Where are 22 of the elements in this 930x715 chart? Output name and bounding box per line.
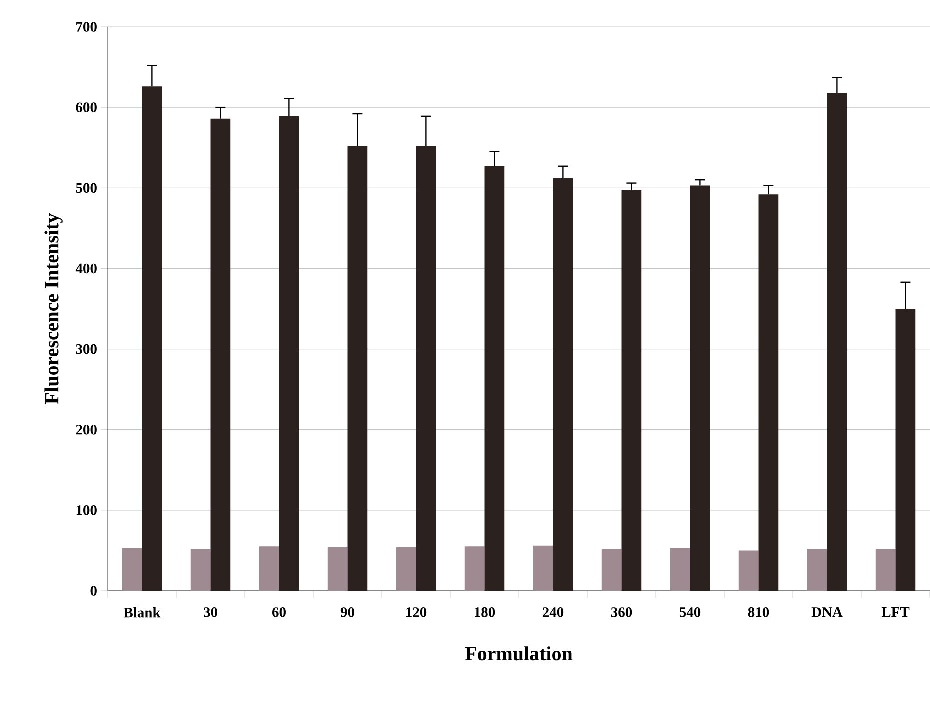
x-tick-label: 120 xyxy=(406,608,427,618)
x-tick-label: Blank xyxy=(124,608,161,618)
y-tick-label: 300 xyxy=(76,344,97,354)
x-axis-title: Formulation xyxy=(465,646,573,661)
x-tick-label: LFT xyxy=(882,608,910,618)
x-tick-label: 360 xyxy=(611,608,632,618)
x-tick-label: DNA xyxy=(812,608,843,618)
y-tick-label: 0 xyxy=(90,586,97,596)
y-tick-label: 500 xyxy=(76,183,97,194)
x-tick-label: 60 xyxy=(272,608,286,618)
x-tick-label: 240 xyxy=(542,608,564,618)
x-tick-label: 810 xyxy=(748,608,770,618)
x-tick-label: 90 xyxy=(340,608,354,618)
y-axis-title: Fluorescence Intensity xyxy=(44,214,63,404)
x-tick-label: 180 xyxy=(475,608,496,618)
y-tick-label: 200 xyxy=(76,424,97,435)
y-tick-label: 700 xyxy=(76,22,97,32)
y-tick-label: 400 xyxy=(76,264,97,274)
x-tick-label: 540 xyxy=(680,608,701,618)
y-tick-label: 100 xyxy=(76,506,97,516)
x-tick-label: 30 xyxy=(204,608,218,618)
y-tick-label: 600 xyxy=(76,102,97,112)
